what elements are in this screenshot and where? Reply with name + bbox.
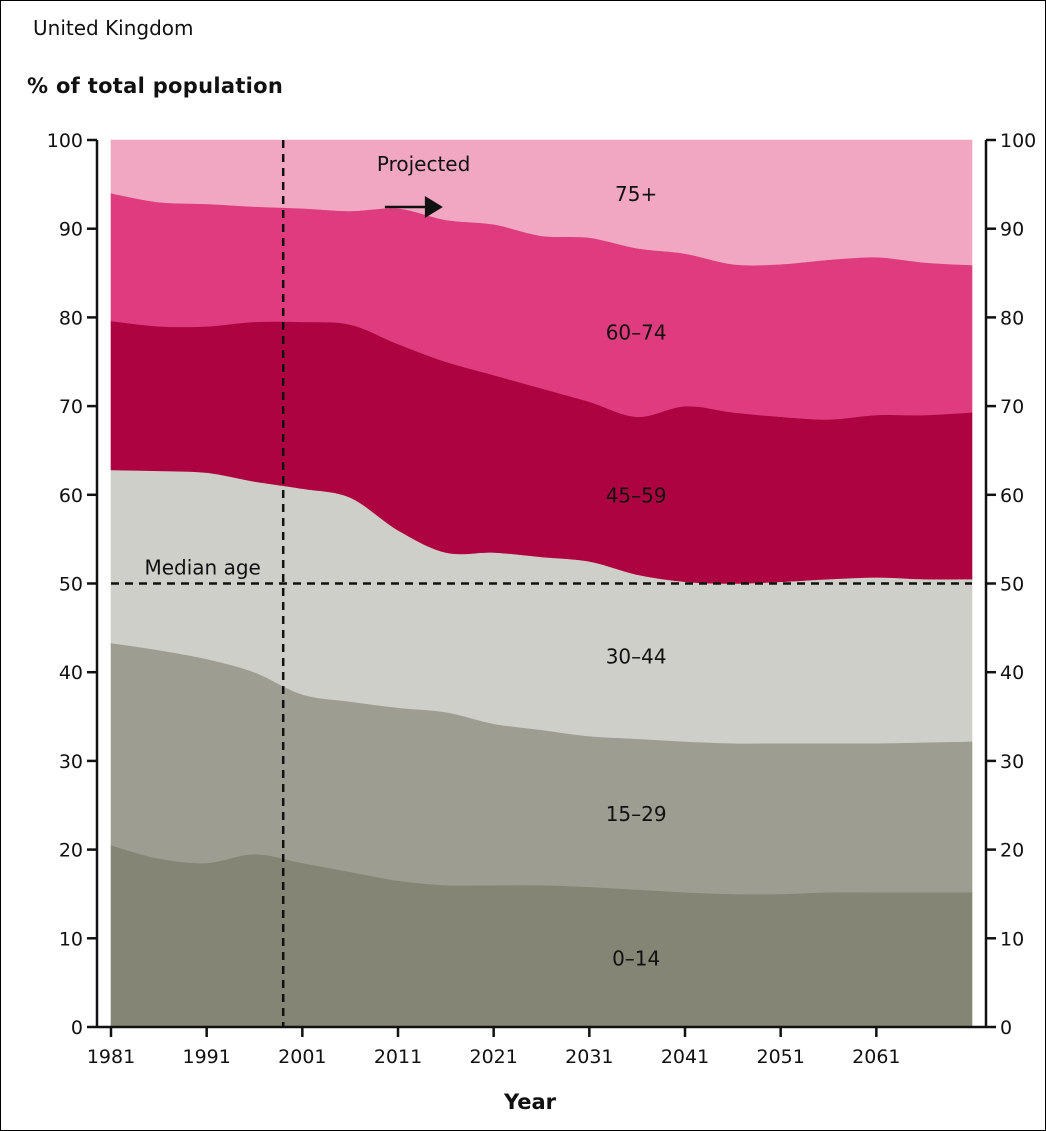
x-tick-label: 2051 — [756, 1046, 804, 1068]
y-tick-label-right: 40 — [1000, 662, 1024, 684]
band-label-4: 60–74 — [606, 320, 667, 344]
y-tick-label-right: 80 — [1000, 307, 1024, 329]
region-title: United Kingdom — [33, 16, 194, 40]
x-tick-label: 2041 — [661, 1046, 709, 1068]
y-tick-label-left: 30 — [59, 751, 83, 773]
reference-lines: Median age — [111, 140, 972, 1027]
x-tick-label: 2001 — [278, 1046, 326, 1068]
projected-label: Projected — [377, 152, 470, 176]
y-tick-label-left: 90 — [59, 219, 83, 241]
x-tick-label: 2021 — [469, 1046, 517, 1068]
x-tick-label: 1981 — [87, 1046, 135, 1068]
x-tick-label: 2031 — [565, 1046, 613, 1068]
y-tick-label-right: 100 — [1000, 130, 1036, 152]
y-tick-label-left: 60 — [59, 485, 83, 507]
area-band-5 — [110, 139, 973, 266]
projected-arrow-head — [424, 196, 443, 219]
x-tick-label: 2011 — [374, 1046, 422, 1068]
x-axis-title: Year — [503, 1090, 557, 1114]
band-label-1: 15–29 — [606, 802, 667, 826]
y-tick-label-right: 90 — [1000, 219, 1024, 241]
y-tick-label-left: 80 — [59, 307, 83, 329]
y-tick-label-right: 60 — [1000, 485, 1024, 507]
band-label-5: 75+ — [615, 182, 657, 206]
x-tick-label: 2061 — [852, 1046, 900, 1068]
median-age-label: Median age — [144, 556, 260, 580]
y-tick-label-left: 50 — [59, 574, 83, 596]
x-tick-label: 1991 — [182, 1046, 230, 1068]
annotations: Projected — [377, 152, 470, 219]
band-label-3: 45–59 — [606, 484, 667, 508]
y-tick-label-left: 20 — [59, 840, 83, 862]
y-tick-label-left: 100 — [47, 130, 83, 152]
area-layer — [110, 139, 973, 1028]
band-labels: 0–14 15–29 30–44 45–59 60–74 75+ — [606, 182, 667, 970]
y-tick-label-left: 0 — [71, 1017, 83, 1039]
band-label-2: 30–44 — [606, 645, 667, 669]
y-tick-label-right: 70 — [1000, 396, 1024, 418]
y-tick-label-right: 0 — [1000, 1017, 1012, 1039]
unit-label: % of total population — [27, 74, 284, 98]
y-tick-label-left: 70 — [59, 396, 83, 418]
y-tick-label-left: 10 — [59, 928, 83, 950]
y-tick-label-right: 50 — [1000, 574, 1024, 596]
axes: 0 0 10 10 20 20 30 30 40 40 50 50 60 60 70 70 80 80 90 90 10… — [47, 130, 1037, 1068]
y-tick-label-left: 40 — [59, 662, 83, 684]
y-tick-label-right: 30 — [1000, 751, 1024, 773]
y-tick-label-right: 20 — [1000, 840, 1024, 862]
band-label-0: 0–14 — [612, 946, 660, 970]
y-tick-label-right: 10 — [1000, 928, 1024, 950]
